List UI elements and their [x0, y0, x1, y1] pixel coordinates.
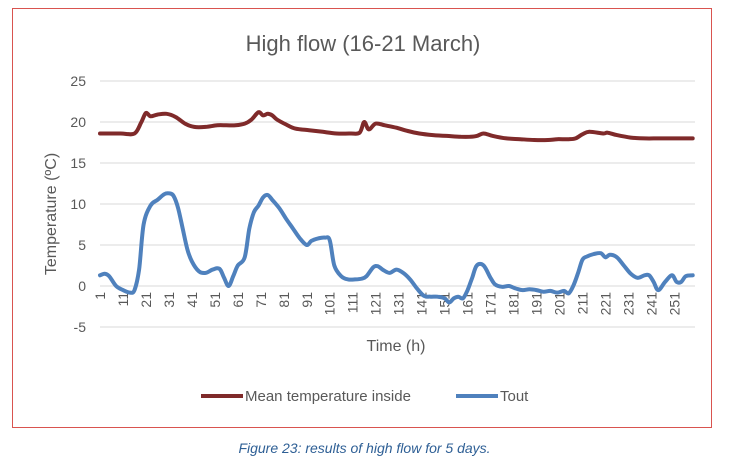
x-tick-label: 111	[345, 292, 361, 313]
x-tick-label: 221	[597, 292, 613, 316]
x-tick-label: 71	[253, 292, 269, 308]
x-tick-label: 241	[643, 292, 659, 316]
x-tick-label: 201	[551, 292, 567, 316]
y-tick-label: -5	[74, 319, 87, 335]
x-tick-label: 21	[138, 292, 154, 308]
y-tick-label: 25	[70, 73, 86, 89]
x-tick-label: 251	[666, 292, 682, 316]
legend-label: Tout	[500, 388, 529, 405]
x-tick-label: 11	[115, 292, 131, 307]
x-tick-label: 101	[322, 292, 338, 316]
x-tick-label: 131	[391, 292, 407, 316]
x-tick-label: 211	[574, 292, 590, 315]
chart-title: High flow (16-21 March)	[246, 31, 481, 56]
y-axis-ticks: -5 0 5 10 15 20 25	[70, 73, 86, 335]
y-tick-label: 20	[70, 114, 86, 130]
y-tick-label: 5	[78, 237, 86, 253]
y-tick-label: 10	[70, 196, 86, 212]
x-tick-label: 91	[299, 292, 315, 308]
x-tick-label: 171	[483, 292, 499, 316]
gridlines	[100, 80, 695, 328]
x-axis-ticks: 1 11 21 31 41 51 61 71 81 91 101 111 121 131 141 151 161…	[92, 292, 682, 316]
x-tick-label: 31	[161, 292, 177, 308]
x-tick-label: 1	[92, 292, 108, 300]
x-tick-label: 181	[506, 292, 522, 316]
legend: Mean temperature inside Tout	[201, 388, 529, 405]
x-tick-label: 191	[528, 292, 544, 316]
y-tick-label: 15	[70, 155, 86, 171]
chart-container: High flow (16-21 March) -5 0 5 10 15 20 25 1 11…	[12, 8, 712, 428]
x-axis-label: Time (h)	[367, 338, 426, 355]
series-lines	[98, 110, 695, 305]
x-tick-label: 41	[184, 292, 200, 308]
series-line-tout	[98, 191, 695, 305]
series-line-mean-temperature-inside	[98, 110, 695, 143]
figure-caption: Figure 23: results of high flow for 5 da…	[238, 440, 491, 456]
x-tick-label: 51	[207, 292, 223, 308]
y-axis-label: Temperature (ºC)	[43, 153, 60, 275]
x-tick-label: 121	[368, 292, 384, 316]
x-tick-label: 231	[620, 292, 636, 316]
x-tick-label: 161	[460, 292, 476, 316]
y-tick-label: 0	[78, 278, 86, 294]
legend-label: Mean temperature inside	[245, 388, 411, 405]
x-tick-label: 61	[230, 292, 246, 308]
x-tick-label: 81	[276, 292, 292, 308]
